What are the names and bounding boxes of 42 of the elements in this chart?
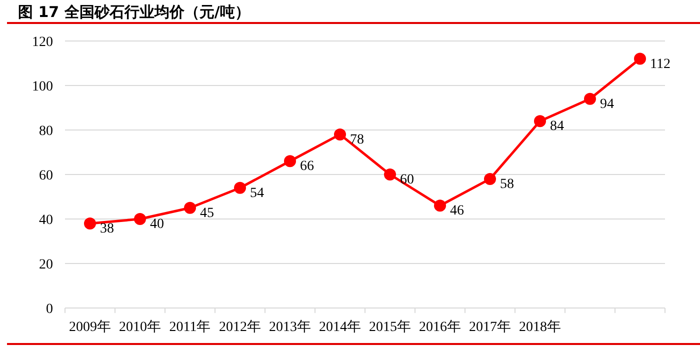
data-label: 94 bbox=[600, 96, 614, 112]
point bbox=[84, 217, 96, 230]
data-label: 66 bbox=[300, 159, 314, 174]
point bbox=[384, 168, 396, 180]
data-label: 60 bbox=[400, 172, 414, 188]
x-tick-label: 2009年 bbox=[69, 319, 111, 335]
point bbox=[584, 92, 596, 105]
x-tick-label: 2015年 bbox=[369, 319, 411, 335]
x-tick-label: 2014年 bbox=[319, 319, 361, 335]
point bbox=[634, 52, 646, 65]
x-tick-label: 2011年 bbox=[169, 319, 211, 335]
y-tick-label: 60 bbox=[39, 168, 53, 184]
point bbox=[134, 213, 146, 225]
y-tick-label: 20 bbox=[39, 258, 53, 272]
y-tick-label: 0 bbox=[46, 302, 53, 317]
point bbox=[534, 115, 546, 128]
y-tick-label: 40 bbox=[39, 213, 53, 228]
data-label: 45 bbox=[200, 206, 214, 221]
y-tick-label: 80 bbox=[39, 124, 53, 139]
data-label: 58 bbox=[500, 176, 514, 192]
x-tick-label: 2010年 bbox=[119, 319, 161, 335]
x-tick-label: 2018年 bbox=[519, 319, 561, 335]
x-tick-label: 2017年 bbox=[469, 319, 511, 335]
y-tick-label: 100 bbox=[32, 80, 53, 94]
y-tick-label: 120 bbox=[32, 35, 53, 50]
data-label: 38 bbox=[100, 221, 114, 236]
point bbox=[484, 172, 496, 185]
x-tick-label: 2016年 bbox=[419, 319, 461, 335]
data-label: 84 bbox=[550, 119, 564, 134]
chart-title: 图 17 全国砂石行业均价（元/吨） bbox=[18, 3, 250, 21]
point bbox=[234, 182, 246, 194]
x-tick-label: 2012年 bbox=[219, 319, 261, 335]
point bbox=[434, 200, 446, 212]
x-tick-label: 2013年 bbox=[269, 319, 311, 335]
data-label: 78 bbox=[350, 132, 364, 148]
data-label: 54 bbox=[250, 186, 264, 201]
point bbox=[334, 128, 346, 140]
point bbox=[184, 202, 196, 214]
point bbox=[284, 155, 296, 168]
data-label: 112 bbox=[650, 56, 670, 72]
data-label: 40 bbox=[150, 217, 164, 232]
data-label: 46 bbox=[450, 204, 464, 219]
